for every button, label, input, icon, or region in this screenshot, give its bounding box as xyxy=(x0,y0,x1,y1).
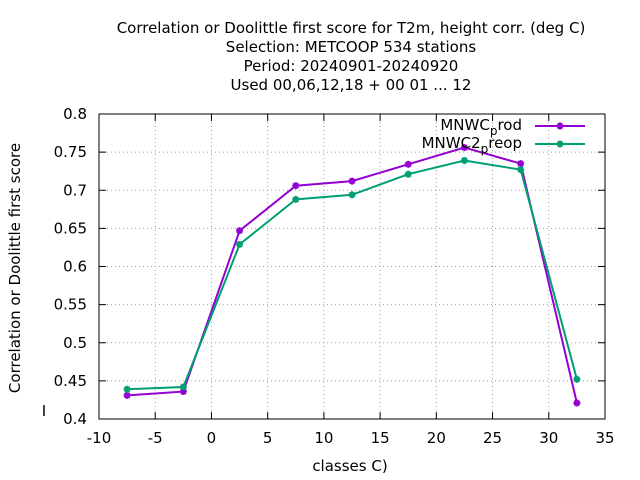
data-point xyxy=(123,385,131,393)
chart-title: Correlation or Doolittle first score for… xyxy=(117,19,586,94)
marker-dot xyxy=(557,123,563,129)
legend-marker xyxy=(556,122,564,130)
data-point xyxy=(292,195,300,203)
x-tick-label: 0 xyxy=(207,429,217,447)
legend-label-rest: rod xyxy=(497,116,522,134)
data-point xyxy=(123,391,131,399)
marker-dot xyxy=(181,384,186,390)
grid-layer xyxy=(99,114,605,419)
data-point xyxy=(460,144,468,152)
x-tick-label: 30 xyxy=(539,429,558,447)
x-tick-label: 15 xyxy=(371,429,390,447)
data-point xyxy=(404,160,412,168)
y-tick-label: 0.5 xyxy=(63,334,87,352)
tick-layer: 0.4 0.45 0.5 0.55 0.6 0.65 0.7 0.75 0.8 -10 -5 0 5 10… xyxy=(54,105,615,447)
legend-marker xyxy=(556,140,564,148)
legend-label-sub: p xyxy=(490,124,498,138)
x-tick-label: 5 xyxy=(263,429,273,447)
data-point xyxy=(404,170,412,178)
marker-dot xyxy=(574,377,580,382)
marker-dot xyxy=(518,167,523,172)
series-line xyxy=(127,146,578,404)
data-point xyxy=(236,240,244,248)
data-point xyxy=(348,177,356,185)
marker-dot xyxy=(406,172,411,177)
x-tick-label: -5 xyxy=(148,429,163,447)
marker-dot xyxy=(124,387,130,392)
x-tick-label: 20 xyxy=(427,429,446,447)
data-point xyxy=(517,160,525,168)
marker-dot xyxy=(293,197,298,202)
y-tick-label: 0.75 xyxy=(54,143,87,161)
data-point xyxy=(573,399,581,407)
marker-dot xyxy=(349,192,355,198)
y-tick-label: 0.8 xyxy=(63,105,87,123)
x-tick-label: -10 xyxy=(87,429,112,447)
marker-dot xyxy=(574,400,580,406)
y-tick-label: 0.7 xyxy=(63,181,87,199)
legend-label-main: MNWC2 xyxy=(422,134,481,152)
data-point xyxy=(573,375,581,383)
legend-label: MNWCprod xyxy=(440,116,522,138)
y-tick-label: 0.65 xyxy=(54,219,87,237)
data-point xyxy=(179,383,187,391)
marker-dot xyxy=(349,178,355,184)
series-layer xyxy=(123,144,581,407)
marker-dot xyxy=(124,393,130,398)
marker-dot xyxy=(181,389,186,394)
y-tick-label: 0.45 xyxy=(54,372,87,390)
stray-axis-mark: I xyxy=(42,402,46,420)
marker-dot xyxy=(557,141,563,147)
marker-dot xyxy=(462,158,467,163)
legend-label: MNWC2preop xyxy=(422,134,522,156)
data-point xyxy=(236,227,244,235)
x-tick-label: 35 xyxy=(595,429,614,447)
data-point xyxy=(348,191,356,199)
y-tick-label: 0.4 xyxy=(63,410,87,428)
x-tick-label: 10 xyxy=(314,429,333,447)
y-tick-label: 0.6 xyxy=(63,258,87,276)
y-tick-label: 0.55 xyxy=(54,296,87,314)
data-point xyxy=(517,166,525,174)
legend-label-main: MNWC xyxy=(440,116,489,134)
marker-dot xyxy=(406,162,411,167)
series-1 xyxy=(123,157,581,393)
marker-dot xyxy=(462,145,467,150)
marker-dot xyxy=(237,242,242,247)
marker-dot xyxy=(237,228,242,233)
legend-label-sub: p xyxy=(481,142,489,156)
title-line: Period: 20240901-20240920 xyxy=(244,57,459,75)
x-tick-label: 25 xyxy=(483,429,502,447)
marker-dot xyxy=(293,183,298,188)
legend-label-rest: reop xyxy=(488,134,522,152)
data-point xyxy=(460,157,468,165)
title-line: Correlation or Doolittle first score for… xyxy=(117,19,586,37)
y-axis-label: Correlation or Doolittle first score xyxy=(6,143,24,393)
title-line: Selection: METCOOP 534 stations xyxy=(226,38,477,56)
title-line: Used 00,06,12,18 + 00 01 ... 12 xyxy=(231,76,472,94)
x-axis-label: classes C) xyxy=(312,457,387,475)
marker-dot xyxy=(518,161,523,166)
data-point xyxy=(292,182,300,190)
